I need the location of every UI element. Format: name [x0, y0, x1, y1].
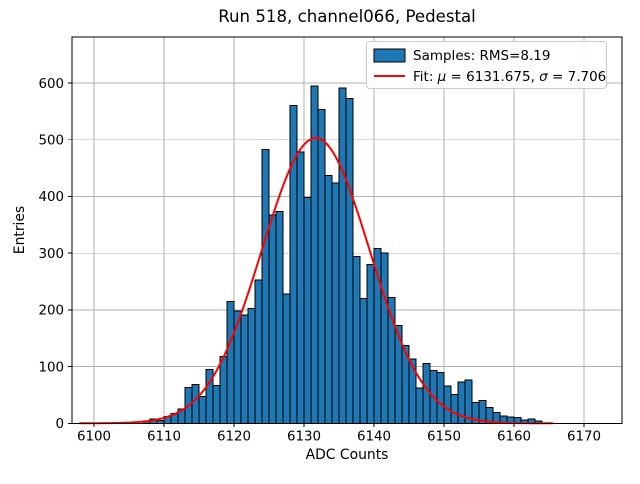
histogram-bar: [380, 252, 389, 424]
histogram-bar: [331, 182, 340, 424]
y-tick-label: 600: [38, 77, 64, 92]
histogram-bar: [226, 300, 235, 424]
x-tick-label: 6160: [497, 430, 531, 445]
plot-frame: [71, 36, 623, 424]
x-tick-label: 6120: [217, 430, 251, 445]
histogram-bar: [317, 109, 326, 424]
legend-fit-label-part: μ: [437, 69, 447, 85]
x-tick-label: 6150: [427, 430, 461, 445]
x-axis-label: ADC Counts: [306, 447, 389, 463]
legend-fit-label-part: Fit:: [413, 69, 438, 85]
histogram-bar: [268, 214, 277, 424]
axis-tick-labels: 6100 6110 6120 6130 6140 6150 6160 6170 0 100 200 3…: [38, 77, 601, 445]
histogram-bar: [296, 151, 305, 424]
y-tick-label: 500: [38, 134, 64, 149]
x-tick-label: 6170: [567, 430, 601, 445]
legend-samples-label: Samples: RMS=8.19: [413, 48, 550, 64]
chart-title: Run 518, channel066, Pedestal: [218, 7, 476, 26]
y-tick-label: 0: [55, 417, 64, 432]
x-tick-label: 6100: [77, 430, 111, 445]
axis-ticks: [68, 82, 585, 428]
legend-sample-swatch-icon: [373, 48, 406, 63]
histogram-bar: [275, 211, 284, 424]
histogram-bar: [422, 363, 431, 424]
y-axis-label: Entries: [12, 206, 28, 254]
histogram-bar: [310, 85, 319, 424]
legend-fit-label: Fit: μ = 6131.675, σ = 7.706: [413, 69, 606, 85]
histogram-bar: [261, 148, 270, 424]
histogram-bar: [247, 308, 256, 424]
histogram-bar: [289, 105, 298, 424]
legend: Samples: RMS=8.19 Fit: μ = 6131.675, σ =…: [366, 41, 607, 89]
histogram-bar: [359, 298, 368, 424]
histogram-bar: [443, 385, 452, 424]
histogram-bar: [240, 314, 249, 424]
histogram-bar: [366, 263, 375, 424]
histogram-bar: [282, 293, 291, 424]
legend-box: [366, 41, 607, 89]
histogram-bar: [324, 174, 333, 424]
y-tick-label: 200: [38, 304, 64, 319]
histogram-bar: [338, 87, 347, 424]
histogram-bar: [191, 384, 200, 424]
histogram-bar: [219, 355, 228, 424]
x-tick-label: 6130: [287, 430, 321, 445]
y-tick-label: 300: [38, 247, 64, 262]
y-tick-label: 400: [38, 190, 64, 205]
x-tick-label: 6140: [357, 430, 391, 445]
legend-fit-label-part: = 6131.675,: [446, 69, 539, 85]
histogram-bar: [254, 279, 263, 424]
histogram-bar: [415, 387, 424, 424]
x-tick-label: 6110: [147, 430, 181, 445]
gaussian-fit-curve: [79, 137, 554, 425]
legend-fit-label-part: = 7.706: [548, 69, 607, 85]
histogram-bar: [352, 256, 361, 424]
histogram-bar: [212, 384, 221, 424]
legend-fit-label-part: σ: [539, 69, 548, 85]
histogram-bar: [198, 396, 207, 424]
histogram-bar: [303, 197, 312, 424]
y-tick-label: 100: [38, 360, 64, 375]
histogram-bar: [450, 393, 459, 424]
histogram-bar: [345, 97, 354, 424]
histogram-bar: [436, 371, 445, 424]
